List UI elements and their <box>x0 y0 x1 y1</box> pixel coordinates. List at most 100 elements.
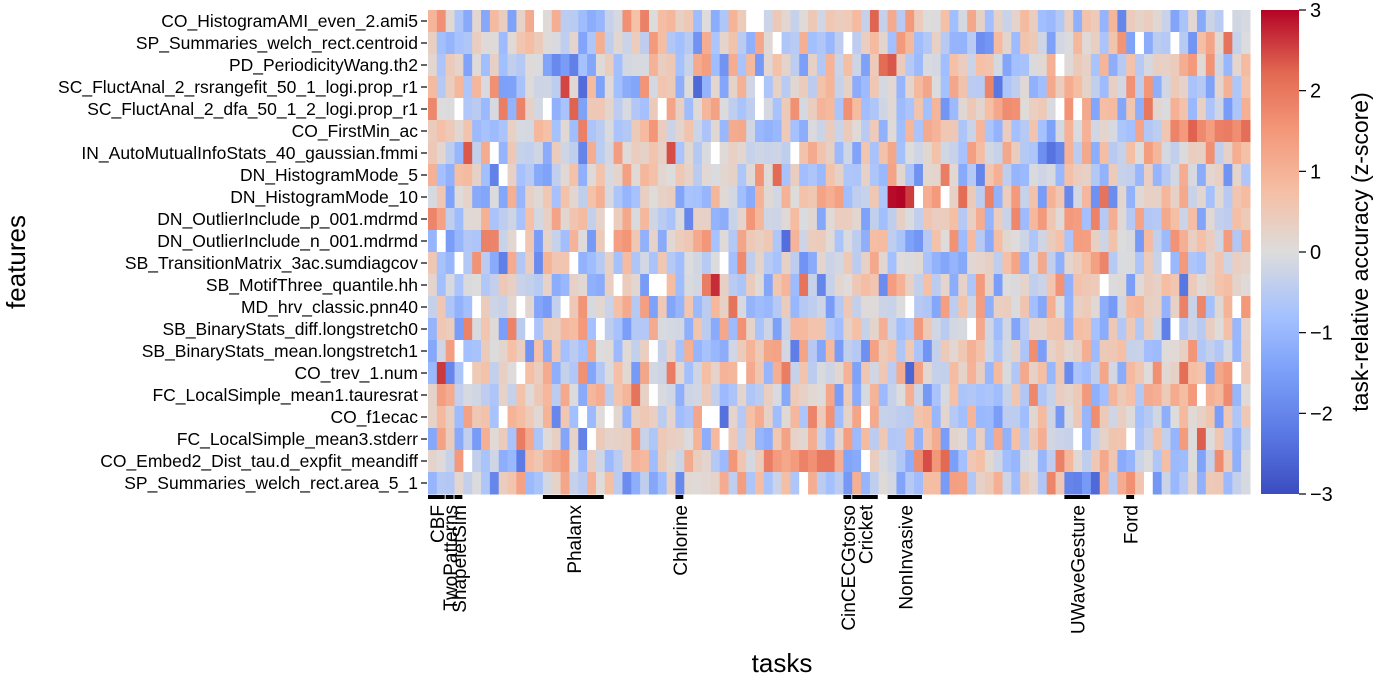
heatmap-cell <box>808 186 818 209</box>
heatmap-cell <box>1152 274 1163 297</box>
heatmap-cell <box>1099 274 1110 297</box>
heatmap-cell <box>728 428 738 451</box>
heatmap-cell <box>1135 10 1145 33</box>
heatmap-cell <box>1214 208 1224 231</box>
heatmap-cell <box>790 10 800 33</box>
heatmap-cell <box>737 472 747 495</box>
heatmap-cell <box>498 230 509 253</box>
heatmap-cell <box>542 10 553 33</box>
heatmap-cell <box>940 230 950 253</box>
heatmap-cell <box>1179 164 1189 187</box>
heatmap-cell <box>1135 164 1145 187</box>
heatmap-cell <box>878 98 889 121</box>
heatmap-cell <box>675 450 685 473</box>
heatmap-cell <box>1188 428 1198 451</box>
heatmap-cell <box>1029 340 1039 363</box>
heatmap-cell <box>666 120 676 143</box>
heatmap-cell <box>763 120 774 143</box>
heatmap-cell <box>887 120 897 143</box>
heatmap-cell <box>534 406 544 429</box>
heatmap-cell <box>595 340 606 363</box>
heatmap-cell <box>799 252 809 275</box>
heatmap-cell <box>905 428 915 451</box>
heatmap-cell <box>914 362 924 385</box>
heatmap-cell <box>808 120 818 143</box>
heatmap-cell <box>825 164 836 187</box>
heatmap-cell <box>534 296 544 319</box>
task-group-bar <box>843 495 852 499</box>
heatmap-cell <box>631 164 641 187</box>
heatmap-cell <box>1046 186 1057 209</box>
heatmap-cell <box>454 340 464 363</box>
heatmap-cell <box>755 164 765 187</box>
heatmap-cell <box>1179 54 1189 77</box>
heatmap-cell <box>595 472 606 495</box>
heatmap-cell <box>489 296 500 319</box>
heatmap-cell <box>1161 32 1171 55</box>
heatmap-cell <box>949 450 959 473</box>
heatmap-cell <box>1064 340 1074 363</box>
heatmap-cell <box>737 98 747 121</box>
heatmap-cell <box>516 120 526 143</box>
heatmap-cell <box>675 340 685 363</box>
heatmap-cell <box>507 208 517 231</box>
heatmap-cell <box>428 428 438 451</box>
task-group-bar <box>1126 495 1135 499</box>
heatmap-cell <box>719 208 730 231</box>
heatmap-cell <box>1135 428 1145 451</box>
heatmap-cell <box>790 32 800 55</box>
heatmap-cell <box>772 32 783 55</box>
heatmap-cell <box>622 230 632 253</box>
heatmap-cell <box>976 340 986 363</box>
heatmap-cell <box>702 230 712 253</box>
heatmap-cell <box>1188 164 1198 187</box>
heatmap-cell <box>551 428 562 451</box>
heatmap-cell <box>967 252 977 275</box>
heatmap-cell <box>825 120 836 143</box>
heatmap-cell <box>1126 472 1136 495</box>
heatmap-cell <box>1082 230 1092 253</box>
heatmap-cell <box>1214 10 1224 33</box>
heatmap-cell <box>931 76 942 99</box>
heatmap-cell <box>1170 362 1180 385</box>
heatmap-cell <box>755 252 765 275</box>
heatmap-cell <box>622 318 632 341</box>
heatmap-cell <box>1214 164 1224 187</box>
heatmap-cell <box>1232 362 1242 385</box>
heatmap-cell <box>1223 472 1233 495</box>
heatmap-cell <box>1064 120 1074 143</box>
heatmap-cell <box>560 76 570 99</box>
heatmap-cell <box>1152 32 1163 55</box>
heatmap-cell <box>878 120 889 143</box>
heatmap-cell <box>640 142 650 165</box>
heatmap-cell <box>525 384 535 407</box>
heatmap-cell <box>799 274 809 297</box>
heatmap-cell <box>657 142 668 165</box>
feature-label: MD_hrv_classic.pnn40 <box>241 297 418 318</box>
heatmap-cell <box>1055 32 1065 55</box>
heatmap-cell <box>1188 54 1198 77</box>
heatmap-cell <box>525 296 535 319</box>
heatmap-cell <box>1152 164 1163 187</box>
heatmap-cell <box>693 10 703 33</box>
heatmap-cell <box>542 208 553 231</box>
heatmap-cell <box>1126 428 1136 451</box>
heatmap-cell <box>967 76 977 99</box>
heatmap-cell <box>604 54 615 77</box>
heatmap-cell <box>719 186 730 209</box>
heatmap-cell <box>1196 274 1207 297</box>
heatmap-cell <box>869 384 880 407</box>
heatmap-cell <box>1064 208 1074 231</box>
heatmap-cell <box>816 362 827 385</box>
heatmap-cell <box>878 54 889 77</box>
heatmap-cell <box>1037 362 1048 385</box>
heatmap-cell <box>905 296 915 319</box>
heatmap-cell <box>852 230 862 253</box>
heatmap-cell <box>1143 450 1154 473</box>
heatmap-cell <box>905 318 915 341</box>
heatmap-cell <box>861 362 871 385</box>
heatmap-cell <box>1205 252 1216 275</box>
heatmap-cell <box>772 208 783 231</box>
heatmap-cell <box>1029 186 1039 209</box>
